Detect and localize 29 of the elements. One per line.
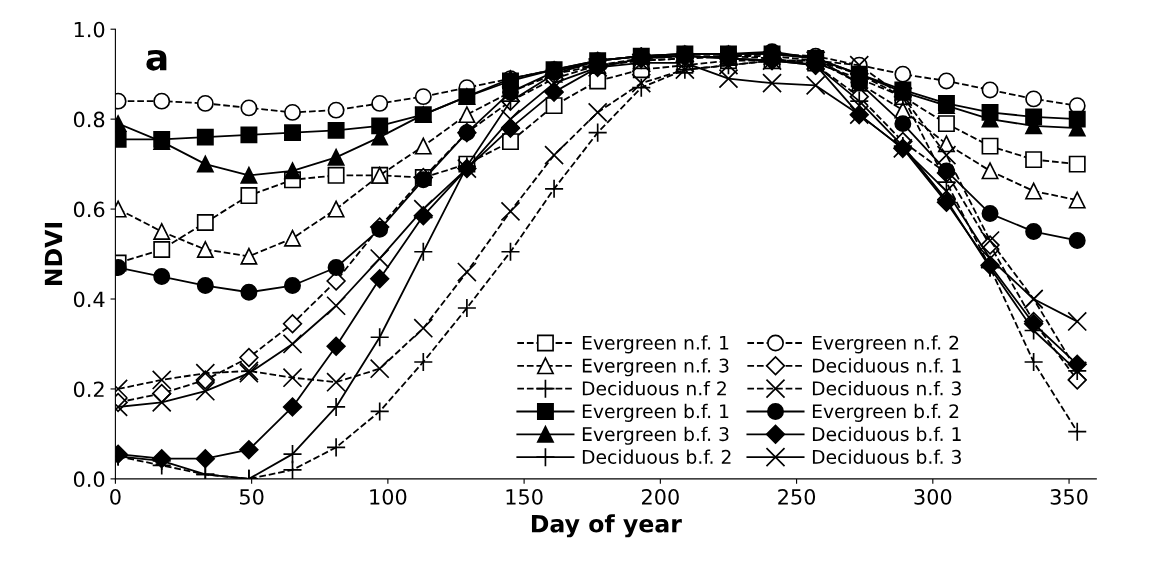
legend-label: Evergreen b.f. 1 <box>582 403 729 422</box>
legend-label: Deciduous b.f. 2 <box>582 449 731 464</box>
x-tick-label: 150 <box>506 488 543 505</box>
y-tick-label: 0.0 <box>73 471 105 488</box>
legend-label: Evergreen n.f. 2 <box>812 335 959 354</box>
x-tick-label: 0 <box>110 488 121 505</box>
y-tick-label: 0.8 <box>73 111 105 128</box>
legend-label: Deciduous n.f. 3 <box>812 380 961 396</box>
legend-label: Deciduous b.f. 1 <box>812 426 961 442</box>
legend-label: Evergreen n.f. 3 <box>582 358 729 377</box>
legend-label: Evergreen b.f. 2 <box>812 403 959 422</box>
y-tick-label: 0.4 <box>73 291 105 308</box>
y-axis-title: NDVI <box>44 223 63 286</box>
x-tick-label: 100 <box>370 488 407 505</box>
legend-label: Deciduous n.f. 1 <box>812 358 961 373</box>
y-tick-label: 1.0 <box>74 21 105 38</box>
legend-label: Evergreen b.f. 3 <box>582 426 729 445</box>
legend-label: Deciduous n.f 2 <box>582 380 726 396</box>
x-tick-label: 200 <box>641 488 679 505</box>
chart-title: a <box>146 49 167 71</box>
x-tick-label: 50 <box>239 488 264 505</box>
x-tick-label: 350 <box>1050 488 1088 505</box>
legend-label: Evergreen n.f. 1 <box>582 335 729 354</box>
x-axis-title: Day of year <box>531 514 682 538</box>
x-tick-label: 300 <box>914 488 952 505</box>
y-tick-label: 0.2 <box>73 381 104 398</box>
y-tick-label: 0.6 <box>73 201 105 218</box>
legend-label: Deciduous b.f. 3 <box>812 449 961 464</box>
x-tick-label: 250 <box>778 488 816 505</box>
